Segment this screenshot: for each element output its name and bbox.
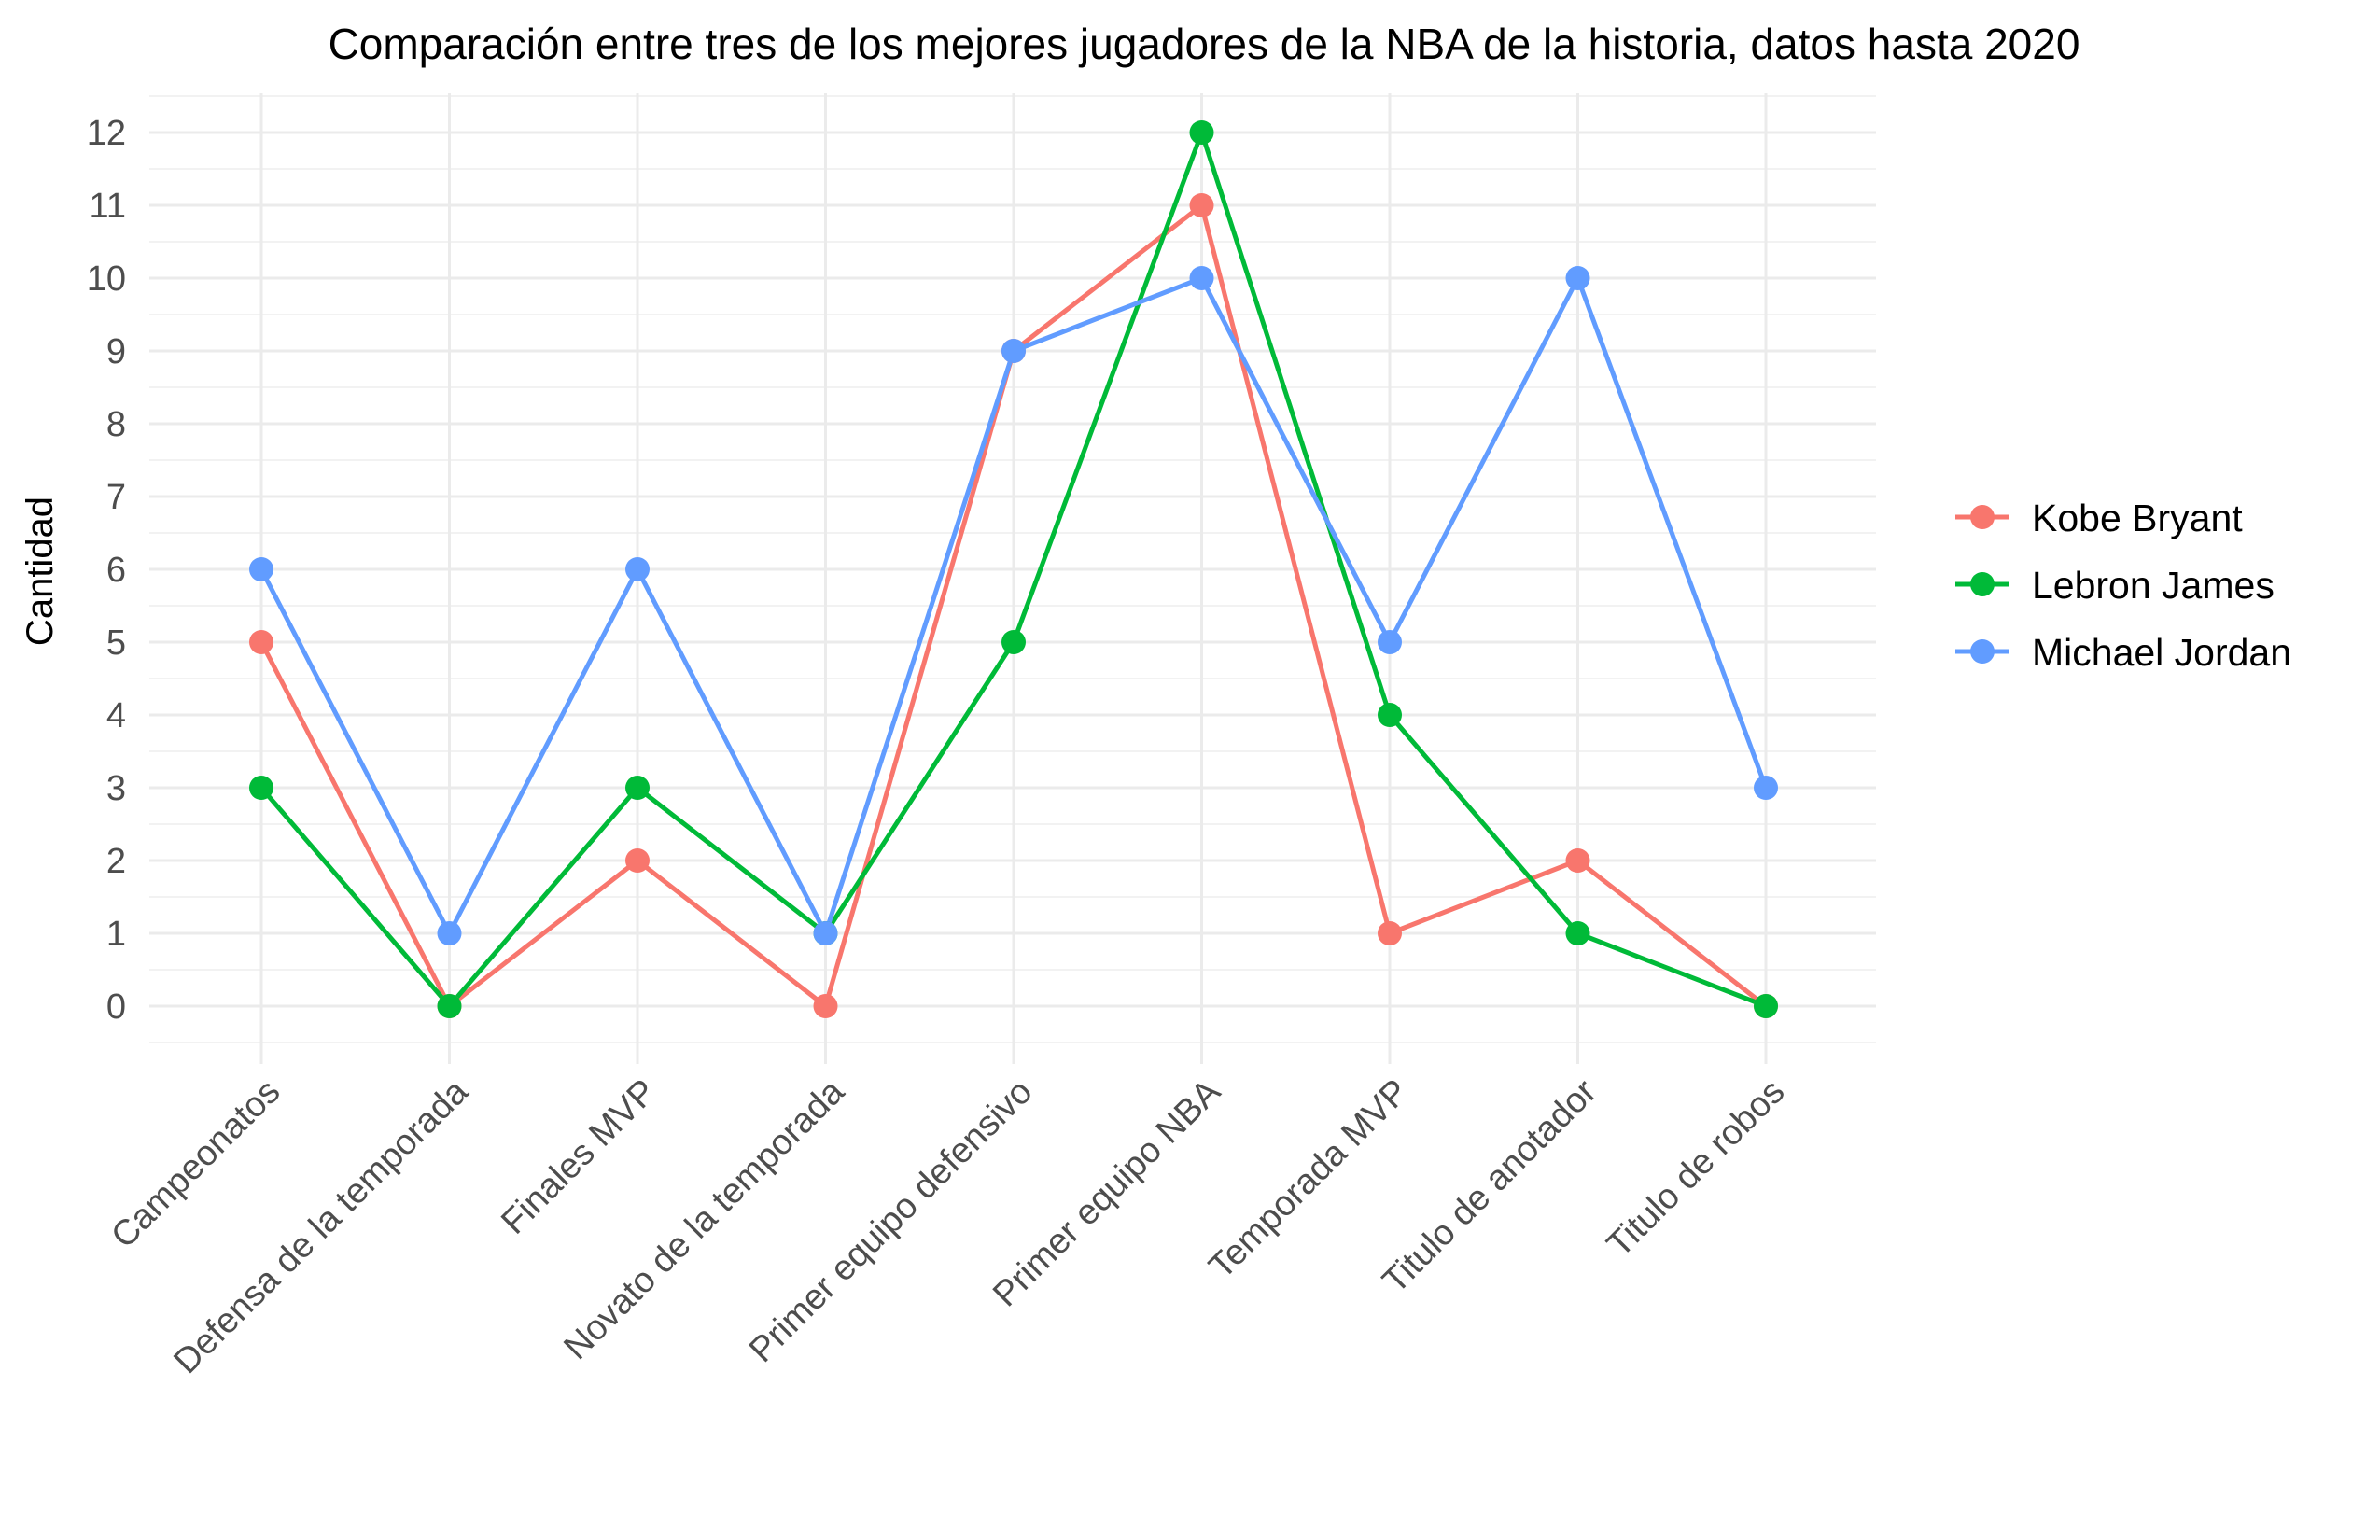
- data-point-lebron-james-primer-equipo-defensivo: [1001, 630, 1026, 654]
- data-point-kobe-bryant-campeonatos: [249, 630, 273, 654]
- data-point-michael-jordan-finales-mvp: [625, 557, 650, 581]
- legend-item-lebron-james: Lebron James: [1955, 564, 2275, 607]
- data-point-lebron-james-finales-mvp: [625, 776, 650, 800]
- y-tick-label: 10: [87, 259, 126, 299]
- legend-label: Lebron James: [2032, 564, 2275, 607]
- data-point-michael-jordan-temporada-mvp: [1378, 630, 1402, 654]
- legend-key-point: [1970, 572, 1995, 596]
- series-points: [249, 120, 1778, 1018]
- data-point-kobe-bryant-primer-equipo-nba: [1189, 193, 1214, 217]
- data-point-michael-jordan-campeonatos: [249, 557, 273, 581]
- y-tick-label: 9: [106, 332, 126, 371]
- legend-item-kobe-bryant: Kobe Bryant: [1955, 497, 2243, 539]
- data-point-michael-jordan-titulo-de-anotador: [1565, 266, 1590, 290]
- y-tick-label: 4: [106, 696, 126, 735]
- y-tick-label: 1: [106, 915, 126, 954]
- legend-item-michael-jordan: Michael Jordan: [1955, 631, 2291, 674]
- legend-key-point: [1970, 505, 1995, 529]
- data-point-michael-jordan-titulo-de-robos: [1754, 776, 1778, 800]
- y-tick-label: 5: [106, 623, 126, 663]
- data-point-michael-jordan-primer-equipo-nba: [1189, 266, 1214, 290]
- data-point-kobe-bryant-finales-mvp: [625, 848, 650, 873]
- data-point-lebron-james-primer-equipo-nba: [1189, 120, 1214, 145]
- y-axis-label: Cantidad: [20, 497, 61, 646]
- x-tick-label-titulo-de-robos: Titulo de robos: [1600, 1072, 1792, 1265]
- data-point-kobe-bryant-temporada-mvp: [1378, 921, 1402, 945]
- y-tick-label: 6: [106, 551, 126, 590]
- legend-label: Michael Jordan: [2032, 631, 2291, 674]
- x-tick-label-finales-mvp: Finales MVP: [494, 1072, 664, 1242]
- data-point-lebron-james-titulo-de-robos: [1754, 994, 1778, 1018]
- data-point-michael-jordan-novato-de-la-temporada: [813, 921, 838, 945]
- legend-label: Kobe Bryant: [2032, 497, 2243, 539]
- y-tick-label: 3: [106, 769, 126, 808]
- legend: Kobe Bryant Lebron James Michael Jordan: [1955, 497, 2291, 674]
- x-tick-label-campeonatos: Campeonatos: [104, 1072, 287, 1256]
- data-point-kobe-bryant-novato-de-la-temporada: [813, 994, 838, 1018]
- data-point-lebron-james-temporada-mvp: [1378, 703, 1402, 727]
- data-point-lebron-james-defensa-de-la-temporada: [437, 994, 462, 1018]
- plot-panel: [149, 93, 1876, 1064]
- data-point-michael-jordan-primer-equipo-defensivo: [1001, 339, 1026, 363]
- x-tick-label-temporada-mvp: Temporada MVP: [1202, 1072, 1417, 1287]
- major-gridlines: [149, 93, 1876, 1064]
- y-tick-label: 8: [106, 405, 126, 444]
- chart-title: Comparación entre tres de los mejores ju…: [329, 20, 2080, 68]
- y-tick-label: 2: [106, 842, 126, 881]
- y-tick-label: 11: [90, 187, 126, 226]
- data-point-michael-jordan-defensa-de-la-temporada: [437, 921, 462, 945]
- data-point-kobe-bryant-titulo-de-anotador: [1565, 848, 1590, 873]
- y-tick-label: 7: [106, 478, 126, 517]
- legend-key-point: [1970, 639, 1995, 664]
- data-point-lebron-james-titulo-de-anotador: [1565, 921, 1590, 945]
- y-tick-label: 0: [106, 987, 126, 1027]
- y-tick-label: 12: [87, 114, 126, 153]
- data-point-lebron-james-campeonatos: [249, 776, 273, 800]
